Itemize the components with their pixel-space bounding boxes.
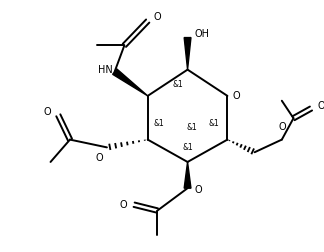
- Text: HN: HN: [98, 65, 113, 75]
- Polygon shape: [184, 38, 191, 70]
- Text: O: O: [194, 185, 202, 195]
- Text: O: O: [44, 107, 52, 117]
- Text: &1: &1: [208, 119, 219, 128]
- Text: O: O: [318, 101, 324, 111]
- Text: &1: &1: [182, 143, 193, 152]
- Text: O: O: [95, 153, 103, 163]
- Text: O: O: [120, 200, 127, 210]
- Text: O: O: [154, 12, 161, 22]
- Text: OH: OH: [194, 29, 209, 39]
- Text: O: O: [279, 122, 287, 132]
- Text: &1: &1: [153, 119, 164, 128]
- Text: O: O: [232, 91, 240, 101]
- Polygon shape: [184, 162, 191, 188]
- Text: &1: &1: [172, 80, 183, 89]
- Text: &1: &1: [186, 123, 197, 133]
- Polygon shape: [113, 69, 148, 96]
